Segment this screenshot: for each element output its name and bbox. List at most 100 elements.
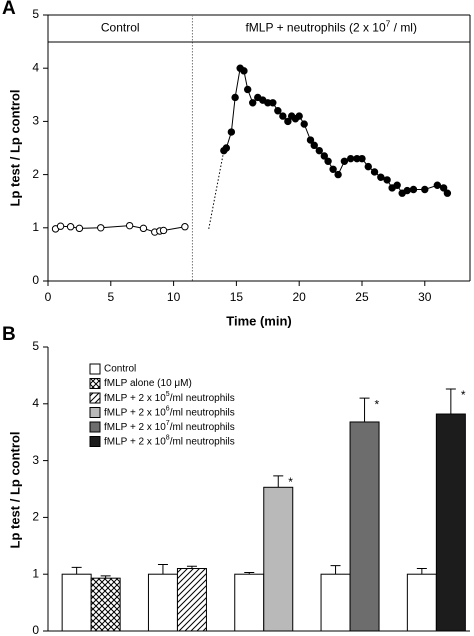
data-point <box>284 117 292 126</box>
data-point <box>222 144 231 152</box>
legend-label: fMLP + 2 x 105/ml neutrophils <box>104 391 235 404</box>
bar <box>263 486 294 632</box>
header-right: fMLP + neutrophils (2 x 107 / ml) <box>245 19 417 35</box>
legend-label: fMLP + 2 x 108/ml neutrophils <box>104 434 235 447</box>
panel-label: A <box>2 0 16 19</box>
error-bar <box>244 571 255 575</box>
data-point <box>279 112 287 120</box>
text-part: 7 <box>166 420 170 427</box>
legend-swatch <box>89 392 101 404</box>
data-point <box>231 93 239 102</box>
error-bar <box>71 566 82 575</box>
y-tick-label: 3 <box>32 114 39 128</box>
data-point <box>346 154 355 163</box>
data-point <box>310 141 318 150</box>
data-point <box>409 185 418 194</box>
data-point <box>443 189 452 197</box>
bar <box>90 577 121 632</box>
data-point <box>329 165 337 173</box>
data-point <box>274 107 282 115</box>
data-point <box>269 99 277 107</box>
error-bar <box>359 397 370 422</box>
data-point <box>324 157 332 166</box>
y-tick-label: 1 <box>32 220 39 234</box>
data-point <box>125 221 134 230</box>
error-bar <box>157 564 168 575</box>
data-point <box>300 120 308 128</box>
data-point <box>370 168 379 176</box>
significance-mark: * <box>375 397 380 411</box>
text-part: 7 <box>386 19 391 29</box>
header-left: Control <box>101 21 140 35</box>
error-bar <box>273 475 284 488</box>
y-tick-label: 5 <box>32 7 39 21</box>
x-tick-label: 5 <box>107 290 114 304</box>
bar <box>406 573 437 632</box>
y-tick-label: 1 <box>32 566 39 580</box>
data-point <box>243 85 252 94</box>
error-bar <box>330 565 341 575</box>
text-part: fMLP + 2 x 10 <box>104 407 166 418</box>
y-tick-label: 4 <box>32 60 39 74</box>
bar <box>349 421 380 632</box>
y-tick-label: 2 <box>32 510 39 524</box>
data-point <box>249 99 257 107</box>
y-tick-label: 0 <box>32 623 39 636</box>
bar <box>147 573 178 632</box>
data-point <box>393 181 401 189</box>
bar <box>176 568 207 632</box>
panel-label: B <box>2 324 16 345</box>
legend-swatch <box>89 407 101 418</box>
data-point <box>315 146 323 155</box>
connector-line <box>208 150 225 229</box>
y-tick-label: 5 <box>32 339 39 353</box>
legend-label: fMLP + 2 x 107/ml neutrophils <box>104 420 235 433</box>
text-part: /ml neutrophils <box>170 436 235 447</box>
text-part: 8 <box>166 434 170 441</box>
data-point <box>56 222 65 230</box>
text-part: fMLP + neutrophils (2 x 10 <box>245 21 386 35</box>
data-point <box>403 186 411 195</box>
text-part: /ml neutrophils <box>170 422 235 433</box>
data-point <box>139 224 148 233</box>
y-axis-title: Lp test / Lp control <box>7 432 22 549</box>
legend-swatch <box>89 436 101 447</box>
y-tick-label: 3 <box>32 453 39 467</box>
legend-label: fMLP alone (10 μM) <box>104 378 192 389</box>
data-point <box>306 136 315 144</box>
y-axis-title: Lp test / Lp control <box>7 90 22 207</box>
error-bar <box>100 575 111 579</box>
data-point <box>159 226 168 235</box>
data-point <box>383 176 391 184</box>
x-axis-title: Time (min) <box>226 313 292 328</box>
legend-swatch <box>89 363 101 375</box>
x-tick-label: 30 <box>418 290 432 304</box>
x-tick-label: 25 <box>355 290 369 304</box>
data-point <box>421 185 429 194</box>
bar <box>234 573 265 632</box>
data-point <box>377 173 385 181</box>
data-point <box>240 67 248 75</box>
text-part: /ml neutrophils <box>170 407 235 418</box>
y-tick-label: 4 <box>32 396 39 410</box>
data-point <box>433 181 442 189</box>
text-part: fMLP + 2 x 10 <box>104 393 166 404</box>
y-tick-label: 0 <box>32 273 39 287</box>
text-part: 6 <box>166 405 170 412</box>
data-point <box>334 170 342 179</box>
data-point <box>295 112 303 120</box>
data-point <box>227 128 236 136</box>
data-point <box>358 154 366 163</box>
text-part: fMLP + 2 x 10 <box>104 422 166 433</box>
legend-swatch <box>89 421 101 433</box>
y-tick-label: 2 <box>32 167 39 181</box>
error-bar <box>445 388 456 415</box>
data-point <box>439 184 448 192</box>
x-tick-label: 15 <box>230 290 244 304</box>
text-part: /ml neutrophils <box>170 393 235 404</box>
legend-label: fMLP + 2 x 106/ml neutrophils <box>104 405 235 418</box>
text-part: fMLP + 2 x 10 <box>104 436 166 447</box>
legend-swatch <box>89 378 101 389</box>
text-part: / ml) <box>390 21 417 35</box>
